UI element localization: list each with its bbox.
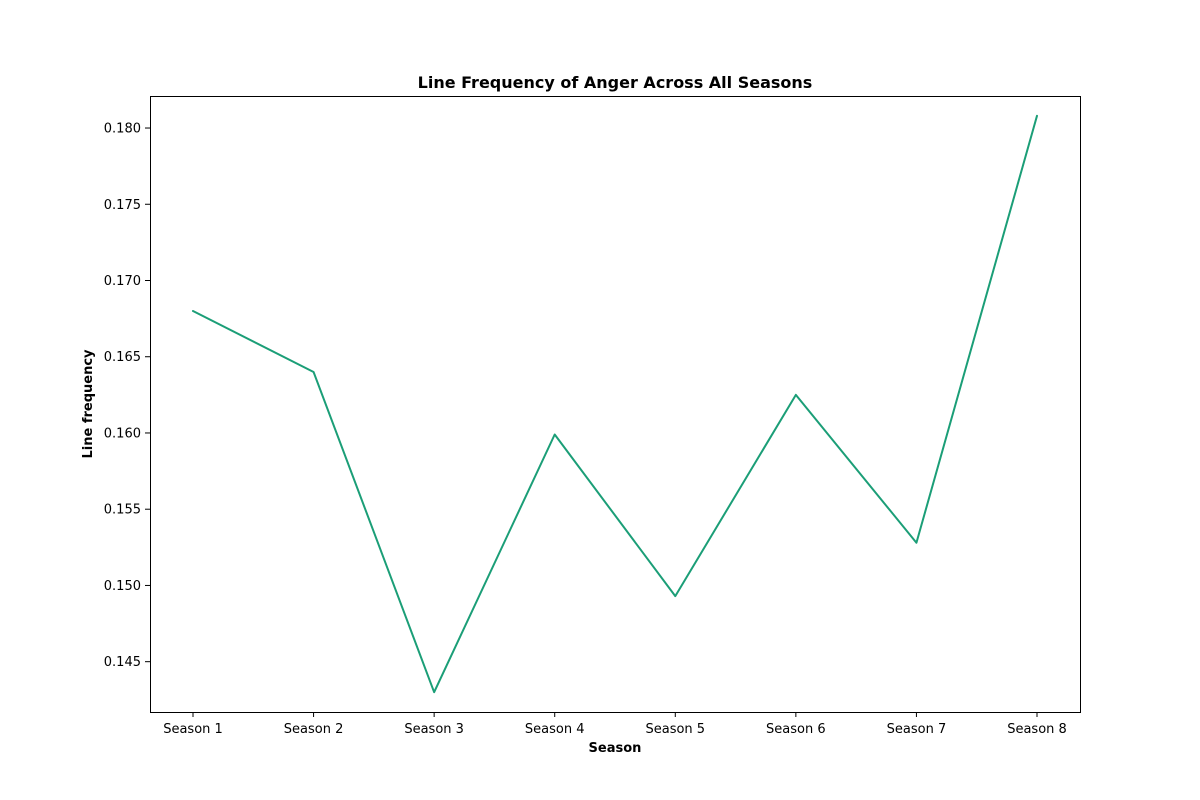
y-axis-label: Line frequency bbox=[81, 349, 96, 459]
x-axis-label: Season bbox=[589, 741, 642, 756]
x-tick-label: Season 5 bbox=[645, 722, 705, 737]
y-tick-label: 0.145 bbox=[104, 655, 141, 670]
chart-title: Line Frequency of Anger Across All Seaso… bbox=[418, 73, 813, 92]
y-tick-label: 0.160 bbox=[104, 426, 141, 441]
y-tick-label: 0.155 bbox=[104, 503, 141, 518]
x-tick-label: Season 6 bbox=[766, 722, 826, 737]
y-tick-label: 0.170 bbox=[104, 274, 141, 289]
x-tick-label: Season 4 bbox=[525, 722, 585, 737]
x-tick-label: Season 7 bbox=[887, 722, 947, 737]
x-tick-label: Season 3 bbox=[404, 722, 464, 737]
x-axis: Season 1 Season 2 Season 3 Season 4 Season 5… bbox=[163, 712, 1067, 737]
y-tick-label: 0.175 bbox=[104, 198, 141, 213]
y-tick-label: 0.165 bbox=[104, 350, 141, 365]
y-axis: 0.145 0.150 0.155 0.160 0.165 0.170 0.175 0.180 bbox=[104, 122, 150, 670]
x-tick-label: Season 1 bbox=[163, 722, 223, 737]
x-tick-label: Season 8 bbox=[1007, 722, 1067, 737]
series-group bbox=[192, 114, 1038, 694]
y-tick-label: 0.180 bbox=[104, 122, 141, 137]
plot-frame bbox=[150, 96, 1081, 713]
y-tick-label: 0.150 bbox=[104, 579, 141, 594]
x-tick-label: Season 2 bbox=[284, 722, 344, 737]
series-line-0 bbox=[192, 114, 1038, 694]
